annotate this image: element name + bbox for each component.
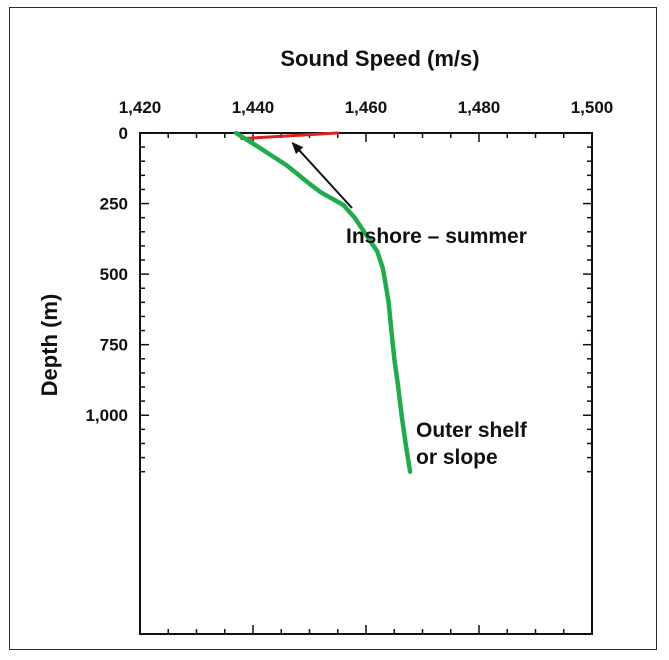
outer-shelf-line [233,130,413,474]
y-axis-title: Depth (m) [37,294,62,397]
annotation-or-slope: or slope [416,446,498,469]
chart-frame [9,7,657,650]
inshore-summer-line [240,131,340,141]
x-tick-label: 1,480 [458,98,501,117]
annotation-arrow [291,141,353,209]
y-tick-label: 750 [100,336,128,355]
x-tick-label: 1,500 [571,98,614,117]
annotation-outer-shelf: Outer shelf [416,419,528,442]
x-tick-label: 1,440 [232,98,275,117]
annotation-inshore-summer: Inshore – summer [346,225,527,248]
plot-area-frame [139,132,593,635]
y-tick-label: 250 [100,195,128,214]
y-tick-label: 1,000 [85,406,128,425]
y-tick-label: 0 [119,124,128,143]
x-tick-label: 1,460 [345,98,388,117]
y-tick-label: 500 [100,265,128,284]
x-tick-label: 1,420 [119,98,162,117]
x-axis-title: Sound Speed (m/s) [280,46,479,71]
